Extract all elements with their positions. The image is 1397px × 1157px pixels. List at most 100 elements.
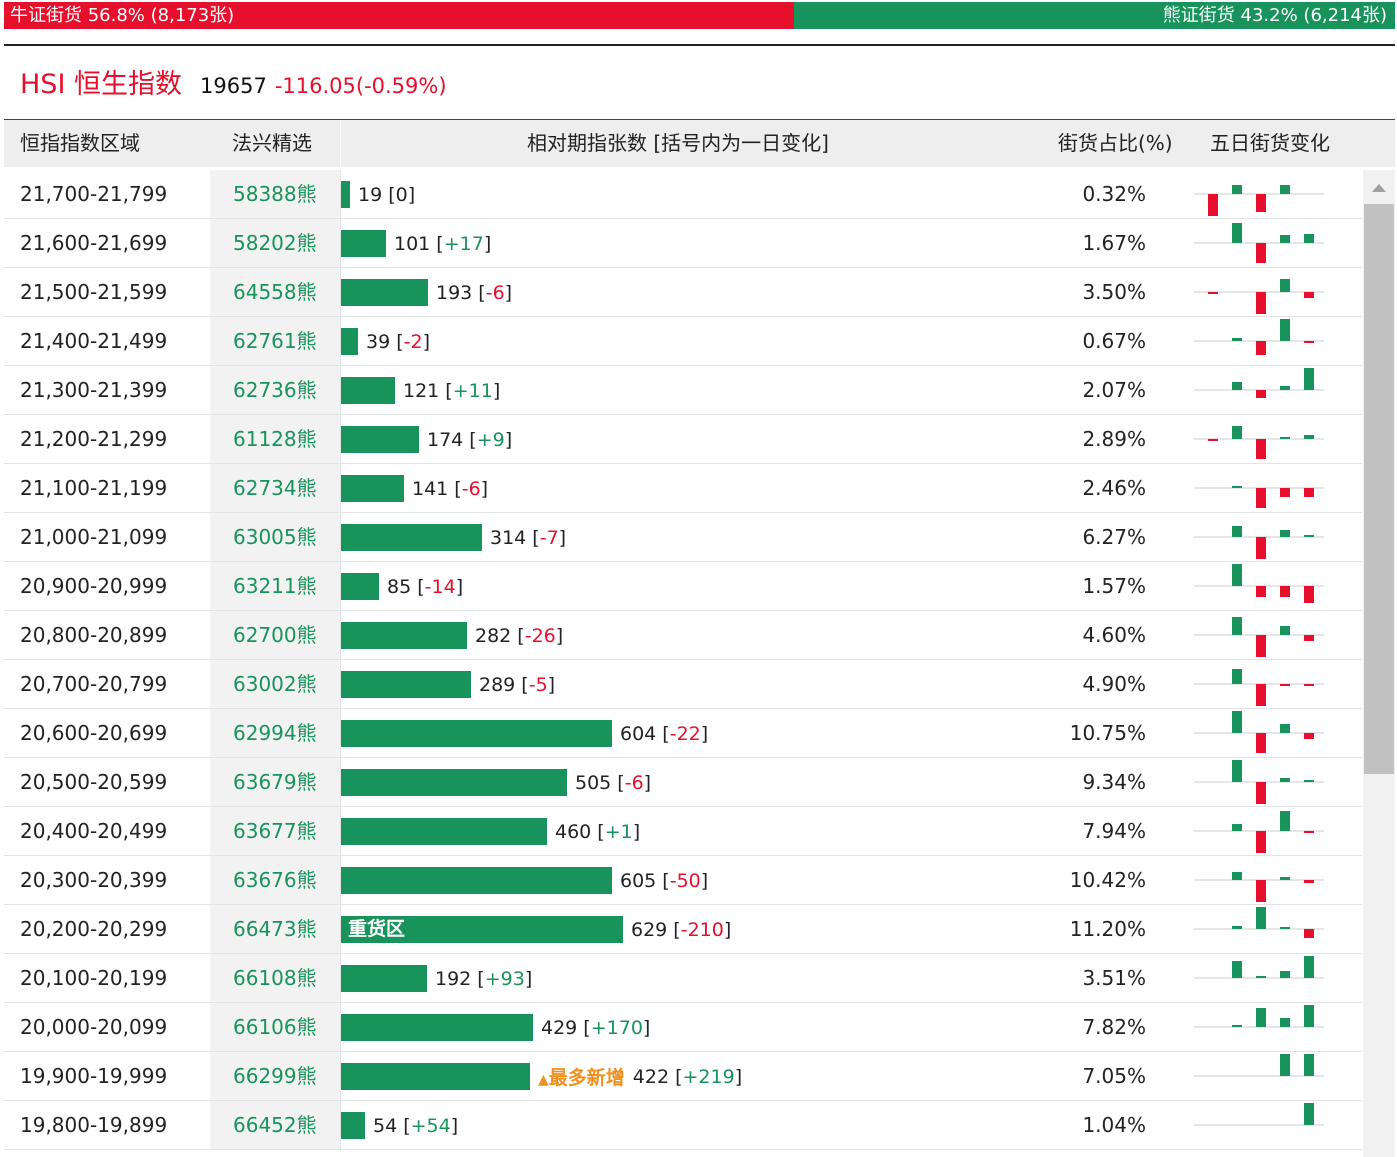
table-row[interactable]: 20,700-20,799 63002熊 289 [-5] 4.90% bbox=[4, 660, 1362, 709]
share-percent: 7.94% bbox=[1082, 819, 1146, 843]
table-row[interactable]: 20,900-20,999 63211熊 85 [-14] 1.57% bbox=[4, 562, 1362, 611]
scroll-up-arrow-icon[interactable] bbox=[1372, 184, 1386, 192]
day-change-value: -210 bbox=[680, 918, 724, 941]
warrant-code-link[interactable]: 66108熊 bbox=[233, 966, 317, 990]
table-row[interactable]: 21,500-21,599 64558熊 193 [-6] 3.50% bbox=[4, 268, 1362, 317]
warrant-code-link[interactable]: 63676熊 bbox=[233, 868, 317, 892]
warrant-code-link[interactable]: 62994熊 bbox=[233, 721, 317, 745]
contracts-cell: 314 [-7] bbox=[341, 524, 566, 551]
table-row[interactable]: 20,000-20,099 66106熊 429 [+170] 7.82% bbox=[4, 1003, 1362, 1052]
table-row[interactable]: 20,600-20,699 62994熊 604 [-22] 10.75% bbox=[4, 709, 1362, 758]
five-day-bar bbox=[1304, 733, 1314, 739]
warrant-code-link[interactable]: 66299熊 bbox=[233, 1064, 317, 1088]
col-header-contracts[interactable]: 相对期指张数 [括号内为一日变化] bbox=[527, 131, 829, 155]
share-percent: 2.89% bbox=[1082, 427, 1146, 451]
five-day-bar bbox=[1232, 1025, 1242, 1027]
contracts-cell: 429 [+170] bbox=[341, 1014, 650, 1041]
five-day-bar bbox=[1304, 684, 1314, 686]
table-row[interactable]: 21,000-21,099 63005熊 314 [-7] 6.27% bbox=[4, 513, 1362, 562]
warrant-code-link[interactable]: 62761熊 bbox=[233, 329, 317, 353]
contracts-value: 101 bbox=[394, 232, 431, 255]
five-day-bar bbox=[1280, 724, 1290, 733]
table-row[interactable]: 20,500-20,599 63679熊 505 [-6] 9.34% bbox=[4, 758, 1362, 807]
day-change-value: -6 bbox=[485, 281, 505, 304]
table-row[interactable]: 21,100-21,199 62734熊 141 [-6] 2.46% bbox=[4, 464, 1362, 513]
contracts-value: 429 bbox=[541, 1016, 578, 1039]
warrant-code-link[interactable]: 63005熊 bbox=[233, 525, 317, 549]
five-day-bar bbox=[1280, 386, 1290, 390]
five-day-chart bbox=[1194, 185, 1324, 216]
five-day-bar bbox=[1280, 488, 1290, 497]
pick-cell: 63002熊 bbox=[210, 660, 340, 708]
five-day-bar bbox=[1280, 586, 1290, 597]
contracts-cell: 193 [-6] bbox=[341, 279, 512, 306]
table-row[interactable]: 19,800-19,899 66452熊 54 [+54] 1.04% bbox=[4, 1101, 1362, 1150]
table-row[interactable]: 20,100-20,199 66108熊 192 [+93] 3.51% bbox=[4, 954, 1362, 1003]
pick-cell: 64558熊 bbox=[210, 268, 340, 316]
five-day-chart bbox=[1194, 426, 1324, 459]
five-day-bar bbox=[1304, 635, 1314, 641]
warrant-code-link[interactable]: 63677熊 bbox=[233, 819, 317, 843]
five-day-bar bbox=[1232, 223, 1242, 243]
warrant-code-link[interactable]: 58388熊 bbox=[233, 182, 317, 206]
warrant-code-link[interactable]: 63679熊 bbox=[233, 770, 317, 794]
warrant-code-link[interactable]: 66106熊 bbox=[233, 1015, 317, 1039]
five-day-bar bbox=[1232, 382, 1242, 390]
share-percent: 10.42% bbox=[1069, 868, 1146, 892]
table-row[interactable]: 20,800-20,899 62700熊 282 [-26] 4.60% bbox=[4, 611, 1362, 660]
warrant-code-link[interactable]: 64558熊 bbox=[233, 280, 317, 304]
scrollbar-thumb[interactable] bbox=[1364, 204, 1394, 774]
table-row[interactable]: 20,200-20,299 66473熊 重货区 629 [-210] 11.20% bbox=[4, 905, 1362, 954]
vertical-scrollbar[interactable] bbox=[1363, 170, 1395, 1157]
table-row[interactable]: 20,300-20,399 63676熊 605 [-50] 10.42% bbox=[4, 856, 1362, 905]
triangle-up-icon: ▲ bbox=[538, 1072, 549, 1088]
contracts-value: 505 bbox=[575, 771, 612, 794]
five-day-bar bbox=[1280, 235, 1290, 243]
contracts-value: 193 bbox=[436, 281, 473, 304]
contracts-bar bbox=[341, 965, 427, 992]
warrant-code-link[interactable]: 61128熊 bbox=[233, 427, 317, 451]
pick-cell: 66106熊 bbox=[210, 1003, 340, 1051]
warrant-code-link[interactable]: 62736熊 bbox=[233, 378, 317, 402]
five-day-bar bbox=[1304, 780, 1314, 782]
col-header-share[interactable]: 街货占比(%) bbox=[1058, 131, 1173, 155]
five-day-bar bbox=[1232, 872, 1242, 880]
warrant-code-link[interactable]: 62700熊 bbox=[233, 623, 317, 647]
col-divider bbox=[340, 513, 341, 561]
five-day-bar bbox=[1232, 185, 1242, 194]
day-change-value: -6 bbox=[624, 771, 644, 794]
table-row[interactable]: 21,300-21,399 62736熊 121 [+11] 2.07% bbox=[4, 366, 1362, 415]
warrant-code-link[interactable]: 58202熊 bbox=[233, 231, 317, 255]
five-day-bar bbox=[1232, 669, 1242, 684]
table-row[interactable]: 20,400-20,499 63677熊 460 [+1] 7.94% bbox=[4, 807, 1362, 856]
col-divider bbox=[340, 268, 341, 316]
table-row[interactable]: 21,600-21,699 58202熊 101 [+17] 1.67% bbox=[4, 219, 1362, 268]
col-header-range[interactable]: 恒指指数区域 bbox=[20, 131, 140, 155]
five-day-chart bbox=[1194, 956, 1324, 979]
five-day-bar bbox=[1256, 586, 1266, 597]
contracts-value: 39 bbox=[366, 330, 391, 353]
table-row[interactable]: 21,400-21,499 62761熊 39 [-2] 0.67% bbox=[4, 317, 1362, 366]
contracts-count: 101 [+17] bbox=[394, 232, 492, 255]
contracts-count: 289 [-5] bbox=[479, 673, 556, 696]
warrant-code-link[interactable]: 66452熊 bbox=[233, 1113, 317, 1137]
contracts-count: 314 [-7] bbox=[490, 526, 567, 549]
table-row[interactable]: 21,700-21,799 58388熊 19 [0] 0.32% bbox=[4, 170, 1362, 219]
index-range-cell: 21,500-21,599 bbox=[20, 280, 168, 304]
table-row[interactable]: 19,900-19,999 66299熊 ▲最多新增 422 [+219] 7.05% bbox=[4, 1052, 1362, 1101]
index-range-cell: 21,200-21,299 bbox=[20, 427, 168, 451]
col-header-five-day[interactable]: 五日街货变化 bbox=[1210, 131, 1330, 155]
pick-cell: 63005熊 bbox=[210, 513, 340, 561]
warrant-code-link[interactable]: 62734熊 bbox=[233, 476, 317, 500]
index-range-cell: 20,000-20,099 bbox=[20, 1015, 168, 1039]
five-day-bar bbox=[1232, 926, 1242, 929]
table-row[interactable]: 21,200-21,299 61128熊 174 [+9] 2.89% bbox=[4, 415, 1362, 464]
col-divider bbox=[340, 464, 341, 512]
warrant-code-link[interactable]: 63211熊 bbox=[233, 574, 317, 598]
warrant-code-link[interactable]: 66473熊 bbox=[233, 917, 317, 941]
index-range-cell: 21,100-21,199 bbox=[20, 476, 168, 500]
contracts-bar bbox=[341, 671, 471, 698]
col-header-pick[interactable]: 法兴精选 bbox=[232, 131, 312, 155]
contracts-bar bbox=[341, 426, 419, 453]
warrant-code-link[interactable]: 63002熊 bbox=[233, 672, 317, 696]
